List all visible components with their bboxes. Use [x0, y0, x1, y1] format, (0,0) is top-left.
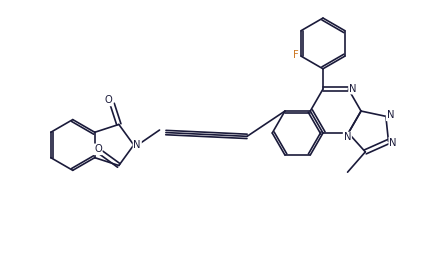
Text: N: N [344, 133, 351, 142]
Text: O: O [94, 144, 102, 154]
Text: N: N [387, 110, 394, 120]
Text: N: N [349, 84, 357, 94]
Text: N: N [389, 138, 397, 148]
Text: N: N [134, 140, 141, 150]
Text: F: F [293, 50, 299, 60]
Text: O: O [105, 95, 112, 105]
